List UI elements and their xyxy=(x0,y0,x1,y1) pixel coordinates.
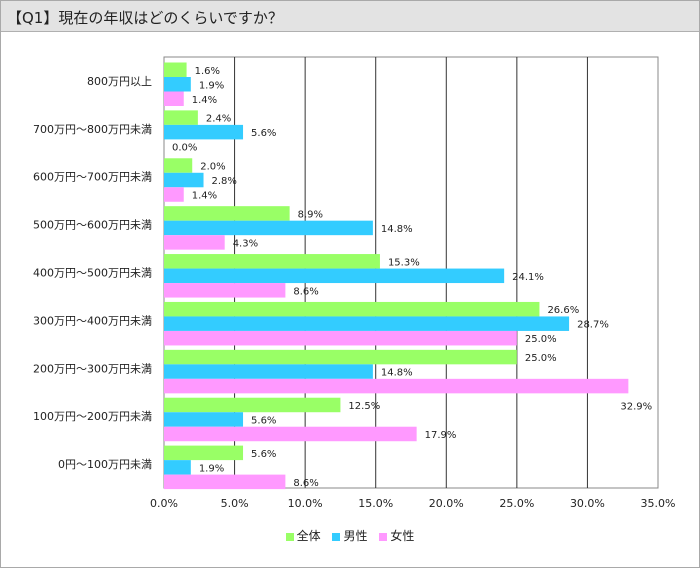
legend-item-female: 女性 xyxy=(379,527,414,544)
chart-title: 【Q1】現在の年収はどのくらいですか？ xyxy=(7,9,283,27)
category-label: 300万円～400万円未満 xyxy=(33,314,152,327)
category-label: 0円～100万円未満 xyxy=(58,458,152,471)
value-label-female: 17.9% xyxy=(425,430,457,441)
bar-male xyxy=(164,460,191,475)
value-label-all: 25.0% xyxy=(525,353,557,364)
bar-female xyxy=(164,474,286,490)
legend: 全体 男性 女性 xyxy=(0,527,700,544)
legend-item-all: 全体 xyxy=(285,527,321,544)
bar-all xyxy=(164,254,380,269)
bar-male xyxy=(164,124,244,140)
x-tick-label: 15.0% xyxy=(358,497,393,510)
value-label-all: 15.3% xyxy=(388,257,420,268)
value-label-all: 5.6% xyxy=(251,449,276,460)
bar-all xyxy=(164,158,193,173)
bar-all xyxy=(164,62,187,77)
value-label-male: 2.8% xyxy=(212,176,237,187)
bar-all xyxy=(164,110,198,125)
bar-male xyxy=(164,412,244,427)
legend-swatch-male xyxy=(332,532,341,541)
bar-all xyxy=(164,349,517,365)
legend-swatch-all xyxy=(285,532,294,541)
value-label-all: 2.0% xyxy=(200,162,225,173)
x-tick-label: 30.0% xyxy=(570,497,605,510)
x-tick-label: 10.0% xyxy=(288,497,323,510)
bar-male xyxy=(164,220,373,236)
legend-swatch-female xyxy=(379,532,388,541)
bar-all xyxy=(164,301,540,317)
value-label-male: 14.8% xyxy=(381,368,413,379)
bar-male xyxy=(164,77,191,92)
value-label-female: 8.6% xyxy=(293,478,318,489)
value-label-male: 24.1% xyxy=(512,272,544,283)
bar-female xyxy=(164,235,225,250)
category-label: 600万円～700万円未満 xyxy=(33,171,152,184)
value-label-male: 1.9% xyxy=(199,80,224,91)
legend-label-all: 全体 xyxy=(296,529,321,543)
bar-chart: 0.0% 5.0% 10.0% 15.0% 20.0% 25.0% 30.0% 35.0% 80… xyxy=(33,56,676,510)
value-label-all: 2.4% xyxy=(206,114,231,125)
value-label-female: 8.6% xyxy=(293,286,318,297)
x-tick-label: 25.0% xyxy=(499,497,534,510)
x-tick-label: 35.0% xyxy=(641,497,676,510)
category-label: 800万円以上 xyxy=(87,75,152,88)
x-tick-label: 20.0% xyxy=(429,497,464,510)
value-label-female: 4.3% xyxy=(233,238,258,249)
bar-female xyxy=(164,283,286,298)
bar-female xyxy=(164,91,184,106)
value-label-all: 1.6% xyxy=(195,66,220,77)
value-label-male: 5.6% xyxy=(251,128,276,139)
category-label: 200万円～300万円未満 xyxy=(33,362,152,375)
x-tick-label: 0.0% xyxy=(150,497,178,510)
value-label-male: 28.7% xyxy=(577,320,609,331)
x-tick-label: 5.0% xyxy=(221,497,249,510)
title-bar: 【Q1】現在の年収はどのくらいですか？ xyxy=(1,1,699,32)
category-label: 500万円～600万円未満 xyxy=(33,219,152,232)
value-label-all: 8.9% xyxy=(298,209,323,220)
bar-female xyxy=(164,187,184,202)
legend-label-female: 女性 xyxy=(390,529,415,543)
value-label-female: 1.4% xyxy=(192,95,217,106)
bar-all xyxy=(164,206,290,221)
category-label: 400万円～500万円未満 xyxy=(33,267,152,280)
value-label-female: 1.4% xyxy=(192,191,217,202)
legend-label-male: 男性 xyxy=(343,529,368,543)
bar-male xyxy=(164,268,505,284)
bar-male xyxy=(164,316,570,331)
value-label-male: 5.6% xyxy=(251,415,276,426)
value-label-male: 1.9% xyxy=(199,463,224,474)
bar-male xyxy=(164,172,204,188)
bar-all xyxy=(164,445,244,461)
category-label: 100万円～200万円未満 xyxy=(33,410,152,423)
value-label-female: 32.9% xyxy=(620,401,652,412)
bar-female xyxy=(164,378,629,394)
bar-all xyxy=(164,397,341,413)
category-label: 700万円～800万円未満 xyxy=(33,123,152,136)
value-label-male: 14.8% xyxy=(381,224,413,235)
bar-male xyxy=(164,364,373,379)
bar-female xyxy=(164,426,417,442)
value-label-all: 26.6% xyxy=(547,305,579,316)
legend-item-male: 男性 xyxy=(332,527,368,544)
bar-female xyxy=(164,330,517,346)
value-label-female: 0.0% xyxy=(172,143,197,154)
value-label-all: 12.5% xyxy=(348,401,380,412)
value-label-female: 25.0% xyxy=(525,334,557,345)
